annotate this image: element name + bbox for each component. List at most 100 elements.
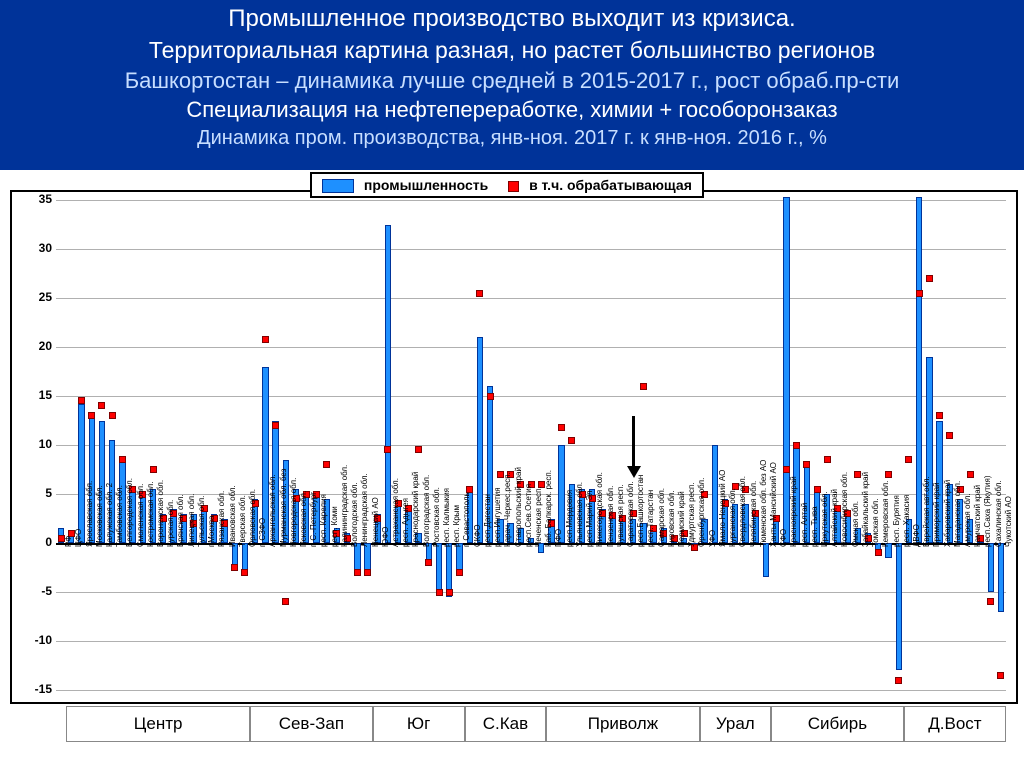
marker (415, 446, 422, 453)
marker (384, 446, 391, 453)
x-category-label: респ. Коми (330, 506, 339, 547)
marker (936, 412, 943, 419)
marker (282, 598, 289, 605)
x-category-label: г. СЗФО (258, 518, 267, 547)
x-category-label: респ.Дагестан (483, 494, 492, 547)
marker (262, 336, 269, 343)
x-category-label: УФО (708, 530, 717, 547)
marker (568, 437, 575, 444)
x-category-label: Удмуртская респ. (687, 482, 696, 547)
x-category-label: Краснодарский край (411, 472, 420, 547)
x-category-label: Астраханская обл. (391, 478, 400, 547)
marker (323, 461, 330, 468)
x-category-label: Магаданская обл. (953, 481, 962, 547)
x-category-label: Карач.-Черкес.респ. (503, 472, 512, 547)
marker (150, 466, 157, 473)
x-category-label: респ.Ингушетия (493, 487, 502, 547)
region-row: ЦентрСев-ЗапЮгС.КавПриволжУралСибирьД.Во… (10, 706, 1014, 742)
x-category-label: РФ (64, 536, 73, 547)
header-line-4: Динамика пром. производства, янв-ноя. 20… (0, 124, 1024, 151)
x-category-label: респ. Калмыкия (442, 488, 451, 547)
x-category-label: Ульяновская обл. (575, 482, 584, 547)
x-category-label: г. С.-Петербург (309, 492, 318, 547)
x-category-label: Калининградская обл. (340, 465, 349, 547)
region-cell: Д.Вост (904, 706, 1006, 742)
ytick-label: -10 (18, 633, 52, 647)
x-category-label: Амурская обл. (963, 493, 972, 547)
header-line-0: Промышленное производство выходит из кри… (0, 0, 1024, 34)
x-category-label: Тверская обл. (238, 495, 247, 547)
x-category-label: Каб.-Балкарск. респ. (544, 470, 553, 547)
bar (436, 543, 442, 592)
x-category-label: респ.Сев.Осетия (524, 484, 533, 547)
marker (109, 412, 116, 419)
marker (88, 412, 95, 419)
legend-marker-swatch (508, 181, 519, 192)
x-category-label: Сахалинская обл. (994, 481, 1003, 547)
marker (476, 290, 483, 297)
region-cell: Урал (700, 706, 772, 742)
marker (793, 442, 800, 449)
ytick-label: 5 (18, 486, 52, 500)
x-category-label: Еврейская авт.обл. (922, 476, 931, 547)
marker (803, 461, 810, 468)
chart-legend: промышленность в т.ч. обрабатывающая (310, 172, 704, 198)
header-line-3: Специализация на нефтепереработке, химии… (0, 94, 1024, 124)
x-category-label: Чувашская респ. (616, 485, 625, 548)
x-category-label: Иркутская обл. (820, 491, 829, 547)
x-category-label: Рязанская обл. (217, 491, 226, 547)
x-category-label: Псковская обл. (299, 491, 308, 547)
chart-frame: -15-10-505101520253035 РФЦФОЯрославская … (10, 190, 1018, 704)
marker (241, 569, 248, 576)
region-cell: С.Кав (465, 706, 547, 742)
x-category-label: Волгоградская обл. (422, 475, 431, 547)
marker (98, 402, 105, 409)
x-category-label: Ленинградская обл. (360, 473, 369, 547)
x-category-label: респ. Бурятия (892, 495, 901, 547)
x-category-label: Ставропольский край (514, 467, 523, 547)
marker (446, 589, 453, 596)
bar (998, 543, 1004, 612)
region-cell: Юг (373, 706, 465, 742)
x-category-label: респ.Марий Эл (585, 491, 594, 547)
x-category-label: Ивановская обл. (228, 485, 237, 547)
marker (824, 456, 831, 463)
x-category-label: Брянская обл. (176, 494, 185, 547)
marker (436, 589, 443, 596)
ytick-label: 35 (18, 192, 52, 206)
ytick-label: -15 (18, 682, 52, 696)
bar (896, 543, 902, 670)
x-category-label: Камчатский край (973, 485, 982, 547)
bar (988, 543, 994, 592)
legend-bar-label: промышленность (364, 177, 488, 193)
ytick-label: 15 (18, 388, 52, 402)
marker (916, 290, 923, 297)
ytick-label: 30 (18, 241, 52, 255)
marker (946, 432, 953, 439)
x-category-label: Мурманская обл. без (279, 469, 288, 547)
x-category-label: СКФО (473, 525, 482, 547)
region-cell: Приволж (546, 706, 699, 742)
x-category-label: Чеченская респ. (534, 486, 543, 547)
x-category-label: Красноярский край (789, 476, 798, 547)
x-category-label: респ.Татарстан (646, 490, 655, 547)
x-category-label: Пензенская обл. (606, 486, 615, 547)
x-category-label: г.Москва (207, 516, 216, 547)
x-category-label: Новосибирская обл. (840, 472, 849, 547)
marker (997, 672, 1004, 679)
x-category-label: Вологодская обл. (350, 482, 359, 547)
x-category-label: Орловская обл. (248, 489, 257, 547)
x-category-label: Ямало-Ненецкий АО (718, 470, 727, 547)
marker (78, 397, 85, 404)
x-category-label: Белгородская обл. (125, 478, 134, 547)
ytick-label: 25 (18, 290, 52, 304)
x-category-label: Омская обл. (851, 501, 860, 547)
x-category-label: г. Севастополь (462, 492, 471, 547)
marker (987, 598, 994, 605)
x-category-label: Московская обл. (95, 485, 104, 547)
x-category-label: Тамбовская обл. (115, 485, 124, 547)
x-category-label: Хабаровский край (943, 480, 952, 547)
marker (272, 422, 279, 429)
x-category-label: респ.Саха (Якутия) (983, 475, 992, 547)
marker (895, 677, 902, 684)
